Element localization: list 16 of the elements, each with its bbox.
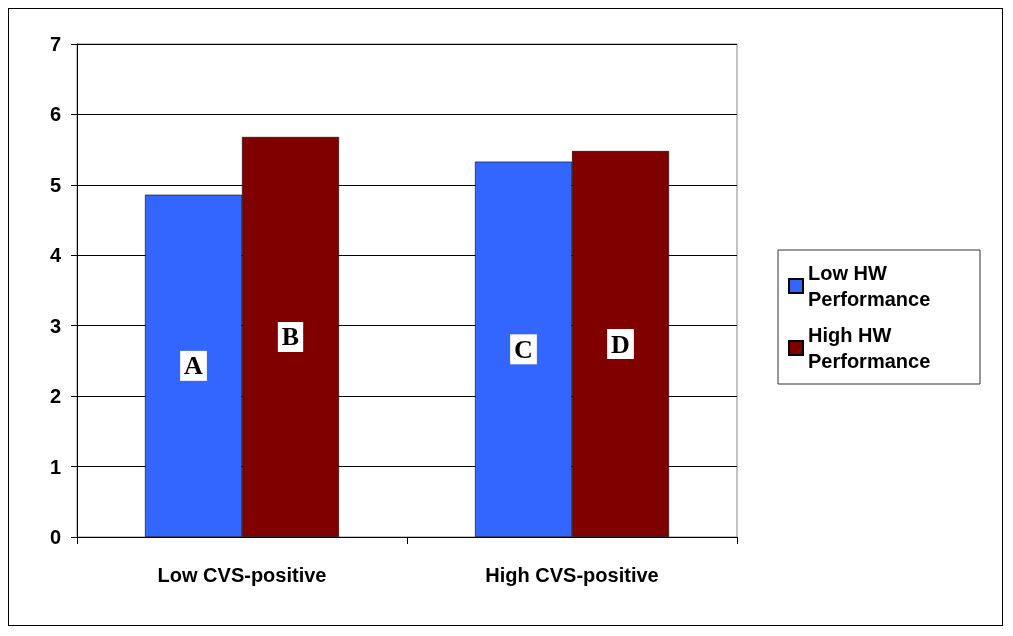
legend-label: High HW Performance [808, 324, 931, 372]
data-label: B [281, 322, 300, 352]
y-tick-label: 3 [49, 314, 61, 337]
y-tick-label: 5 [49, 173, 61, 196]
y-tick-label: 4 [49, 244, 62, 267]
y-tick-label: 1 [49, 455, 61, 478]
y-tick-label: 7 [49, 33, 61, 55]
x-tick-label: Low CVS-positive [157, 564, 327, 586]
data-label: A [184, 351, 204, 381]
data-label: C [514, 334, 533, 364]
x-tick-label: High CVS-positive [485, 564, 659, 586]
y-tick-label: 0 [49, 526, 61, 548]
data-label: D [611, 329, 630, 359]
y-tick-label: 6 [49, 103, 61, 126]
y-tick-label: 2 [49, 385, 61, 408]
legend-label: Low HW Performance [808, 262, 931, 310]
